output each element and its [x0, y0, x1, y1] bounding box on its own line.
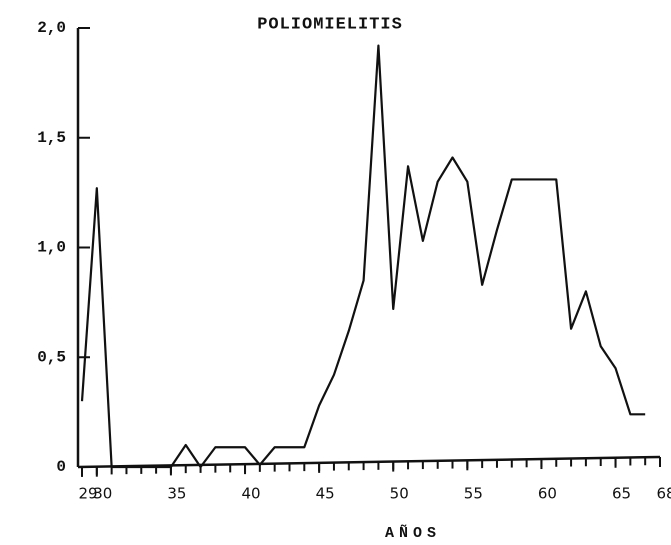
x-tick-label: 45: [316, 485, 335, 503]
x-tick-label: 35: [167, 485, 186, 503]
x-tick-label: 65: [612, 485, 631, 503]
y-tick-label: 2,0: [37, 19, 66, 37]
x-tick-label: 30: [93, 485, 112, 503]
x-axis-label: AÑOS: [385, 524, 441, 542]
y-tick-label: 0,5: [37, 348, 66, 366]
x-tick-label: 68: [656, 485, 671, 503]
chart-title: POLIOMIELITIS: [257, 15, 403, 34]
y-tick-label: 1,0: [37, 239, 66, 257]
data-line: [80, 44, 646, 469]
x-tick-label: 55: [464, 485, 483, 503]
x-tick-label: 50: [390, 485, 409, 503]
x-axis: [77, 455, 661, 469]
y-tick-label: 1,5: [37, 129, 66, 147]
x-tick-label: 60: [538, 485, 557, 503]
x-tick-label: 40: [241, 485, 260, 503]
x-tick-label: 29: [78, 485, 97, 503]
y-tick-label: 0: [56, 458, 66, 476]
